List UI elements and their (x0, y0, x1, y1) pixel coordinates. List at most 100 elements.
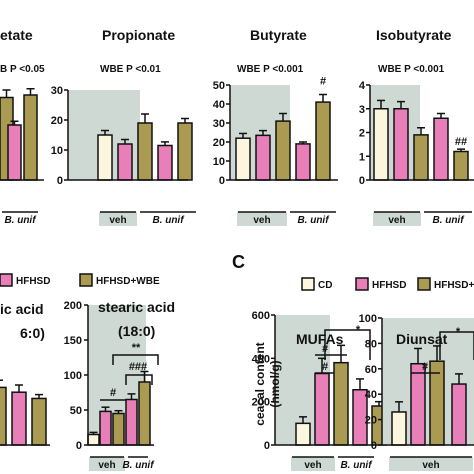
bar (235, 137, 251, 181)
y-tick-label: 0 (76, 440, 82, 452)
group-label-bunif: B. unif (297, 215, 330, 226)
legend-swatch-cd (301, 277, 315, 291)
bar (11, 391, 27, 446)
y-tick-label: 30 (51, 85, 63, 97)
group-label-veh: veh (388, 215, 405, 226)
chart-4: ic acid 6:0) (0, 301, 50, 446)
bar (87, 433, 100, 446)
y-tick-label: 10 (51, 145, 63, 157)
group-label-bunif: B. unif (432, 215, 465, 226)
bar (112, 412, 125, 446)
legend-swatch-hfhsdwbe (417, 277, 431, 291)
y-tick-label: 0 (359, 175, 365, 187)
y-tick-label: 600 (252, 310, 270, 322)
group-band (1, 212, 39, 226)
significance-mark: ** (132, 342, 141, 354)
test-label: WBE P <0.001 (378, 64, 445, 75)
bar (413, 134, 429, 181)
group-band (337, 457, 375, 471)
significance-bracket (439, 331, 474, 360)
significance-mark: # (110, 387, 116, 399)
bar (125, 398, 138, 446)
y-tick-label: 1 (359, 151, 365, 163)
legend-swatch-hfhsdwbe-left (79, 273, 93, 287)
bar (23, 94, 38, 181)
bar (97, 134, 113, 181)
test-label: WBE P <0.01 (100, 64, 161, 75)
bar (393, 108, 409, 181)
bar (410, 362, 426, 446)
bar (255, 134, 271, 181)
bar (295, 422, 311, 446)
y-tick-label: 50 (70, 405, 82, 417)
significance-mark: * (356, 324, 361, 336)
y-tick-label: 40 (365, 389, 377, 401)
bar (453, 150, 469, 181)
bar (138, 381, 151, 446)
chart-5: stearic acid (18:0) 0 50 100 150 200 veh B. unif… (64, 299, 175, 471)
group-band (423, 212, 473, 226)
group-label-veh: veh (422, 460, 439, 471)
y-tick-label: 100 (359, 313, 377, 325)
y-tick-label: 80 (365, 338, 377, 350)
bar (391, 411, 407, 446)
group-band (127, 457, 149, 471)
chart-title: Isobutyrate (376, 27, 452, 43)
legend-label-hfhsdwbe-left: HFHSD+WBE (96, 276, 160, 287)
bar (333, 361, 349, 446)
chart-3: Isobutyrate WBE P <0.001 0 1 2 3 4 veh B. unif ## (359, 27, 474, 226)
bar (137, 122, 153, 181)
group-label-veh: veh (304, 460, 321, 471)
y-tick-label: 40 (213, 99, 225, 111)
chart-title-line2: 6:0) (20, 325, 45, 341)
group-band (99, 212, 137, 226)
chart-title: etate (0, 27, 33, 43)
y-tick-label: 0 (264, 440, 270, 452)
chart-7: Diunsat 0 20 40 60 80 100 veh # * (359, 313, 474, 471)
bar (7, 124, 22, 181)
significance-bracket (125, 374, 153, 385)
group-label-bunif: B. unif (122, 460, 155, 471)
y-tick-label: 30 (213, 118, 225, 130)
y-tick-label: 400 (252, 353, 270, 365)
chart-title: Butyrate (250, 27, 307, 43)
group-band (389, 457, 473, 471)
legend-label-hfhsdwbe: HFHSD+WBE (434, 280, 474, 291)
y-tick-label: 50 (213, 80, 225, 92)
chart-title-line2: (18:0) (118, 323, 155, 339)
bar (295, 143, 311, 181)
significance-mark: # (422, 361, 428, 373)
group-label-bunif: B. unif (340, 460, 373, 471)
chart-title: ic acid (0, 301, 44, 317)
y-tick-label: 4 (359, 80, 366, 92)
bar (117, 143, 133, 181)
significance-mark: ### (129, 361, 147, 373)
significance-mark: * (456, 326, 461, 338)
group-label-bunif: B. unif (152, 215, 185, 226)
bar (314, 372, 330, 446)
group-band (373, 212, 421, 226)
test-label: B P <0.05 (0, 64, 45, 75)
y-tick-label: 20 (51, 115, 63, 127)
significance-mark: ## (455, 136, 467, 148)
significance-bracket (324, 329, 371, 360)
panel-c-ylabel-line1: ceacal content (253, 342, 267, 425)
chart-2: Butyrate WBE P <0.001 0 10 20 30 40 50 veh B. uni… (213, 27, 338, 226)
group-band (139, 212, 197, 226)
y-tick-label: 10 (213, 156, 225, 168)
legend-label-cd: CD (318, 280, 332, 291)
legend-swatch-hfhsd-left (0, 273, 13, 287)
y-tick-label: 0 (371, 440, 377, 452)
legend-label-hfhsd-left: HFHSD (16, 276, 50, 287)
panel-letter-c: C (232, 252, 245, 272)
bar (157, 144, 173, 181)
significance-mark: # (320, 76, 326, 88)
y-tick-label: 20 (365, 415, 377, 427)
significance-mark: # (322, 361, 328, 373)
bar (451, 383, 467, 446)
significance-bracket (112, 354, 159, 365)
group-label-bunif: B. unif (4, 215, 37, 226)
bar (275, 120, 291, 181)
